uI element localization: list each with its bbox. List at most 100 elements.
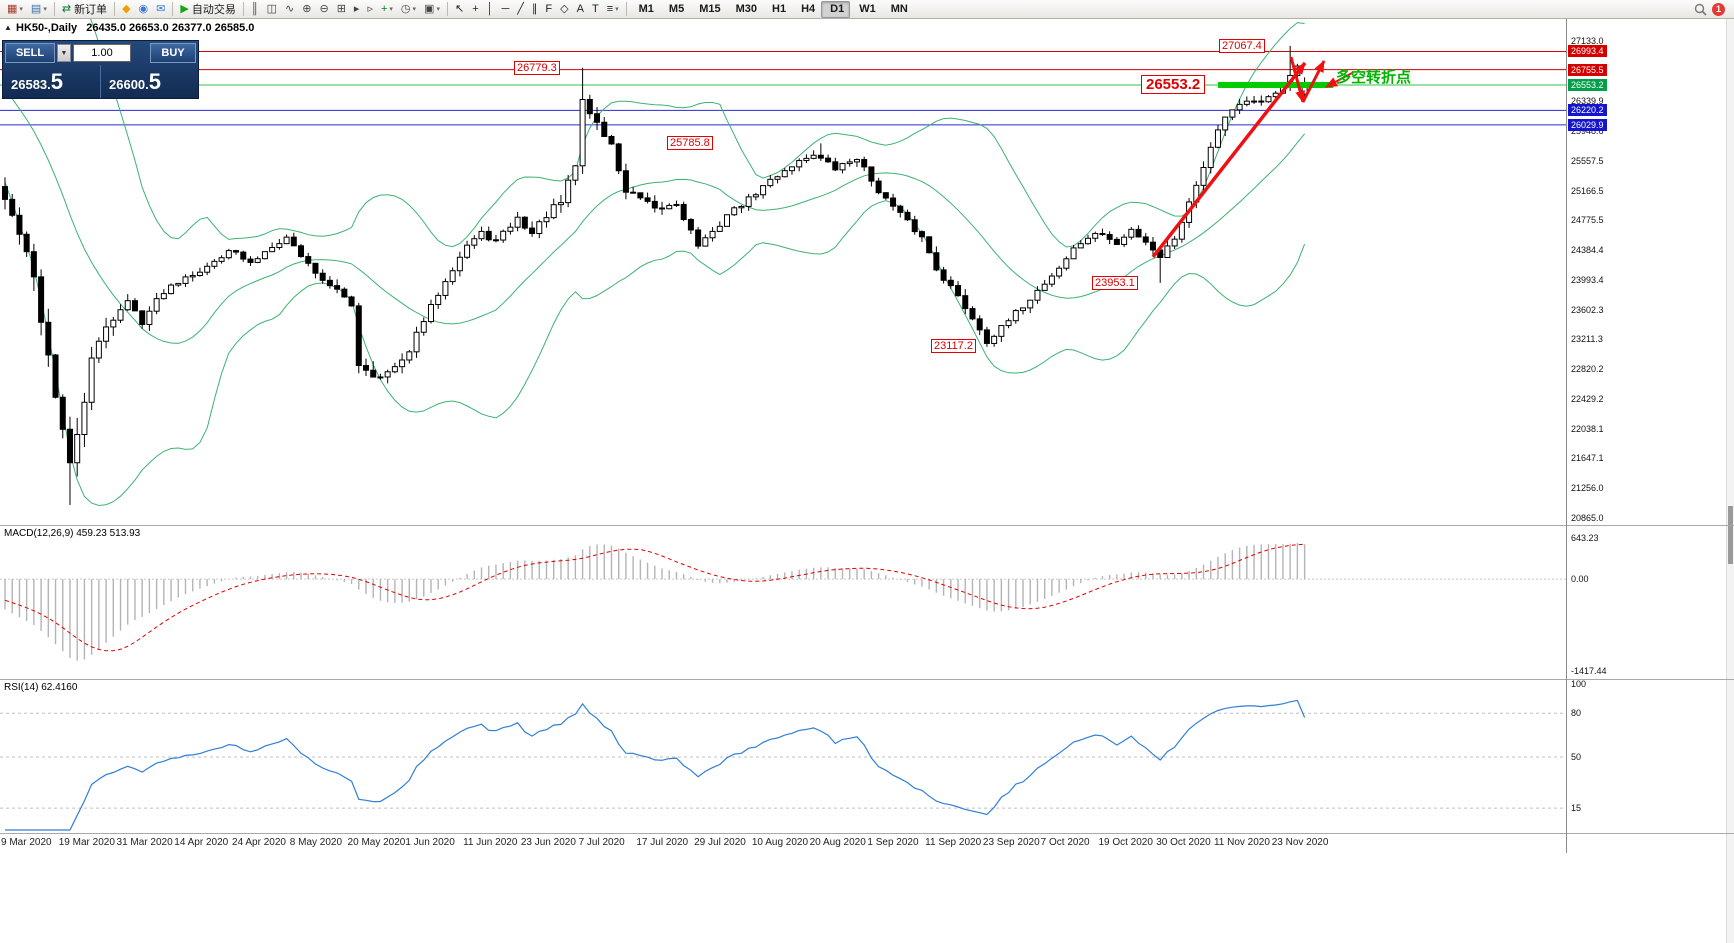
tf-m5[interactable]: M5 [660,1,690,18]
templates-icon-dropdown[interactable]: ▾ [436,6,440,13]
sell-price[interactable]: 26583. 5 [3,65,100,98]
profiles-icon-dropdown[interactable]: ▾ [43,6,47,13]
price-flag-26553.2[interactable]: 26553.2 [1141,74,1206,94]
candlestick-icon[interactable]: ◫ [263,1,281,18]
price-flag-27067.4[interactable]: 27067.4 [1219,38,1265,53]
periods-icon[interactable]: ◷ ▾ [397,1,420,18]
bollinger-lower [4,182,1306,507]
cursor-icon[interactable]: ↖ [451,1,468,18]
bollinger-middle [4,89,1305,344]
signals-icon-glyph: ◉ [138,2,149,15]
periods-icon-glyph: ◷ [400,2,411,15]
indicators-icon-dropdown[interactable]: ▾ [389,6,393,13]
price-flag-25785.8[interactable]: 25785.8 [667,136,713,151]
line-chart-icon[interactable]: ∿ [281,1,298,18]
profiles-icon-glyph: ▤ [30,2,42,15]
text-icon[interactable]: A [573,1,588,18]
search-icon[interactable] [1694,3,1707,16]
macd-panel [0,543,1566,661]
auto-trading-button-glyph: ▶ [180,2,189,15]
trend-arrow-4[interactable] [1325,72,1353,88]
zoom-in-icon[interactable]: ⊕ [298,1,315,18]
price-flag-26779.3[interactable]: 26779.3 [514,60,560,75]
macd-axis-label: -1417.44 [1571,665,1607,676]
tf-w1[interactable]: W1 [850,1,882,18]
templates-icon[interactable]: ▣ ▾ [420,1,444,18]
panel-separator-macd-rsi[interactable] [0,679,1734,680]
date-label: 8 May 2020 [289,837,343,848]
shapes-icon[interactable]: ◇ [556,1,572,18]
label-icon[interactable]: T [588,1,603,18]
buy-button[interactable]: BUY [150,43,196,63]
date-label: 1 Jun 2020 [405,837,455,848]
scrollbar-thumb[interactable] [1728,506,1733,564]
periods-icon-dropdown[interactable]: ▾ [412,6,417,13]
indicators-icon[interactable]: + ▾ [377,1,397,18]
sell-price-big-digit: 5 [50,68,64,94]
notification-badge[interactable]: 1 [1712,2,1725,16]
tf-m30[interactable]: M30 [727,1,763,18]
rsi-axis-label: 80 [1571,708,1582,719]
date-label: 10 Aug 2020 [751,837,809,848]
trendline-icon[interactable]: ╱ [513,1,528,18]
arrows-icon[interactable]: ≡ ▾ [603,1,623,18]
price-tick-label: 27133.0 [1571,35,1604,46]
signals-icon[interactable]: ◉ [135,1,153,18]
new-chart-icon-dropdown[interactable]: ▾ [19,6,23,13]
tf-m5-label: M5 [668,3,685,15]
channel-icon[interactable]: ∥ [528,1,542,18]
vertical-line-icon[interactable]: │ [483,1,498,18]
price-tick-label: 25166.5 [1571,185,1604,196]
one-click-toggle-icon[interactable]: ▲ [4,23,12,32]
arrows-icon-dropdown[interactable]: ▾ [615,6,619,13]
candlestick-icon-glyph: ◫ [266,2,278,15]
new-order-button[interactable]: ⇄ 新订单 [58,1,111,18]
volume-dropdown-icon[interactable]: ▼ [57,44,71,62]
new-chart-icon[interactable]: ▦ ▾ [3,1,27,18]
profiles-icon[interactable]: ▤ ▾ [27,1,51,18]
sell-button[interactable]: SELL [5,43,55,63]
trend-arrow-3[interactable] [1301,60,1326,103]
one-click-panel: SELL ▼ BUY 26583. 5 26600. 5 [2,40,199,99]
bar-chart-icon-glyph: ║ [250,2,259,15]
line-chart-icon-glyph: ∿ [285,2,295,15]
price-flag-23117.2[interactable]: 23117.2 [931,339,976,354]
tf-m15[interactable]: M15 [690,1,726,18]
auto-scroll-icon[interactable]: ▸ [350,1,364,18]
rsi-panel [0,699,1566,831]
crosshair-icon[interactable]: + [468,1,482,18]
tile-windows-icon[interactable]: ⊞ [333,1,350,18]
tf-d1[interactable]: D1 [821,0,851,18]
buy-price[interactable]: 26600. 5 [100,65,198,98]
tf-mn[interactable]: MN [882,1,914,18]
volume-input[interactable] [73,44,131,62]
price-axis[interactable]: 27133.0 26339.9 25948.6 25557.5 25166.5 24775… [1567,0,1627,943]
tf-h4-label: H4 [801,3,816,15]
date-label: 19 Oct 2020 [1098,837,1153,848]
market-icon[interactable]: ◆ [118,1,134,18]
panel-separator-main-macd[interactable] [0,525,1734,526]
trend-arrow-2[interactable] [1289,56,1305,103]
trend-arrow-1[interactable] [1151,61,1307,259]
tf-h4[interactable]: H4 [792,1,821,18]
horizontal-line-icon[interactable]: ─ [498,1,514,18]
templates-icon-glyph: ▣ [424,2,435,15]
annotation-note-text[interactable]: 多空转折点 [1336,69,1412,86]
mail-icon[interactable]: ✉ [152,1,169,18]
vertical-scrollbar[interactable] [1726,19,1734,943]
vertical-line-icon-glyph: │ [486,2,494,15]
bar-chart-icon[interactable]: ║ [247,1,263,18]
toolbar-separator [446,2,448,16]
price-flag-23953.1[interactable]: 23953.1 [1092,275,1138,290]
zoom-out-icon[interactable]: ⊖ [315,1,332,18]
auto-trading-button[interactable]: ▶ 自动交易 [176,1,239,18]
tf-m1-label: M1 [638,3,654,15]
tf-h1[interactable]: H1 [763,1,792,18]
buy-price-big-digit: 5 [148,68,162,94]
fibonacci-icon[interactable]: F [541,1,556,18]
price-tick-label: 25948.6 [1571,126,1604,136]
chart-shift-icon[interactable]: ▹ [363,1,377,18]
tf-m1[interactable]: M1 [630,1,660,18]
turning-point-band[interactable] [1218,81,1333,88]
